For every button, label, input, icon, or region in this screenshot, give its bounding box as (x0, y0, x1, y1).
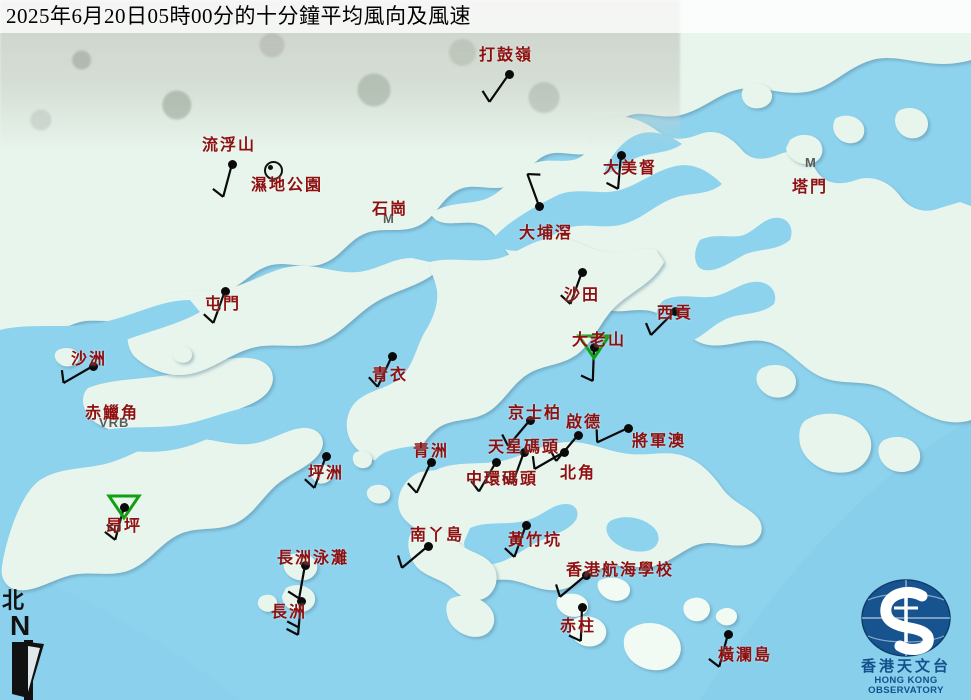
station-dot (423, 541, 433, 551)
station-dot (227, 159, 237, 169)
station-label: 香港航海學校 (566, 562, 675, 579)
station-dot (296, 596, 306, 606)
station-label: 坪洲 (308, 465, 345, 482)
station-label: 天星碼頭 (488, 439, 561, 456)
station-label: 濕地公園 (251, 177, 324, 194)
page-title: 2025年6月20日05時00分的十分鐘平均風向及風速 (6, 4, 471, 28)
station-label: 長洲 (271, 604, 308, 621)
station-dot (525, 415, 535, 425)
station-label: 南丫島 (410, 527, 465, 544)
station-status-flag: M (805, 155, 817, 170)
station-label: 橫瀾島 (718, 647, 773, 664)
station-label: 啟德 (566, 414, 603, 431)
compass-label-cn: 北 (2, 588, 25, 613)
compass-label-en: N (10, 610, 31, 641)
landmass-kowloon (346, 238, 664, 465)
station-dot (220, 286, 230, 296)
landmass-lantau (1, 427, 323, 591)
station-dot (616, 150, 626, 160)
station-dot (426, 457, 436, 467)
station-label: 大美督 (603, 160, 658, 177)
title-bar: 2025年6月20日05時00分的十分鐘平均風向及風速 (0, 0, 971, 33)
station-dot (300, 560, 310, 570)
station-status-flag: M (383, 211, 395, 226)
station-label: 石崗 (372, 201, 409, 218)
station-label: 北角 (560, 465, 597, 482)
station-dot (723, 629, 733, 639)
station-label: 流浮山 (202, 137, 257, 154)
hko-emblem-icon (861, 579, 951, 657)
sai-kung-bay (655, 281, 776, 345)
station-dot (670, 306, 680, 316)
station-dot (119, 502, 129, 512)
station-label: 赤柱 (560, 618, 597, 635)
hko-logo: 香港天文台 HONG KONG OBSERVATORY (845, 578, 967, 696)
station-label: 將軍澳 (632, 433, 687, 450)
station-label: 大埔滘 (519, 225, 574, 242)
station-dot (534, 201, 544, 211)
station-status-flag: VRB (99, 415, 130, 430)
station-dot (573, 430, 583, 440)
station-dot (491, 457, 501, 467)
station-label: 塔門 (792, 179, 829, 196)
station-label: 青洲 (413, 443, 450, 460)
station-label: 赤鱲角 (85, 405, 140, 422)
station-dot (387, 351, 397, 361)
station-label: 沙田 (564, 287, 601, 304)
station-label: 打鼓嶺 (479, 47, 534, 64)
station-dot (504, 69, 514, 79)
calm-wind-icon (263, 160, 283, 180)
station-label: 中環碼頭 (466, 471, 539, 488)
station-dot (321, 451, 331, 461)
landmass-nt-west (127, 258, 436, 376)
station-dot (577, 267, 587, 277)
station-dot (623, 423, 633, 433)
deep-bay (0, 300, 200, 371)
station-label: 沙洲 (71, 351, 108, 368)
station-dot (577, 602, 587, 612)
tolo-harbour (492, 165, 722, 251)
compass-rose: 北 N (2, 590, 58, 700)
station-dot (521, 520, 531, 530)
station-label: 黃竹坑 (508, 532, 563, 549)
station-dot (581, 570, 591, 580)
station-label: 長洲泳灘 (277, 550, 350, 567)
station-label: 昂坪 (106, 518, 143, 535)
station-dot (88, 361, 98, 371)
station-label: 京士柏 (508, 405, 563, 422)
station-dot (519, 447, 529, 457)
station-dot (559, 447, 569, 457)
station-label: 屯門 (205, 296, 242, 313)
station-label: 大老山 (572, 332, 627, 349)
hko-name-en: HONG KONG OBSERVATORY (868, 674, 944, 696)
station-dot (589, 342, 599, 352)
hko-name-cn: 香港天文台 (860, 659, 951, 675)
landmass-chek-lap-kok (83, 357, 273, 439)
station-label: 青衣 (372, 367, 409, 384)
station-label: 西貢 (657, 305, 694, 322)
compass-needle-icon (12, 640, 44, 700)
